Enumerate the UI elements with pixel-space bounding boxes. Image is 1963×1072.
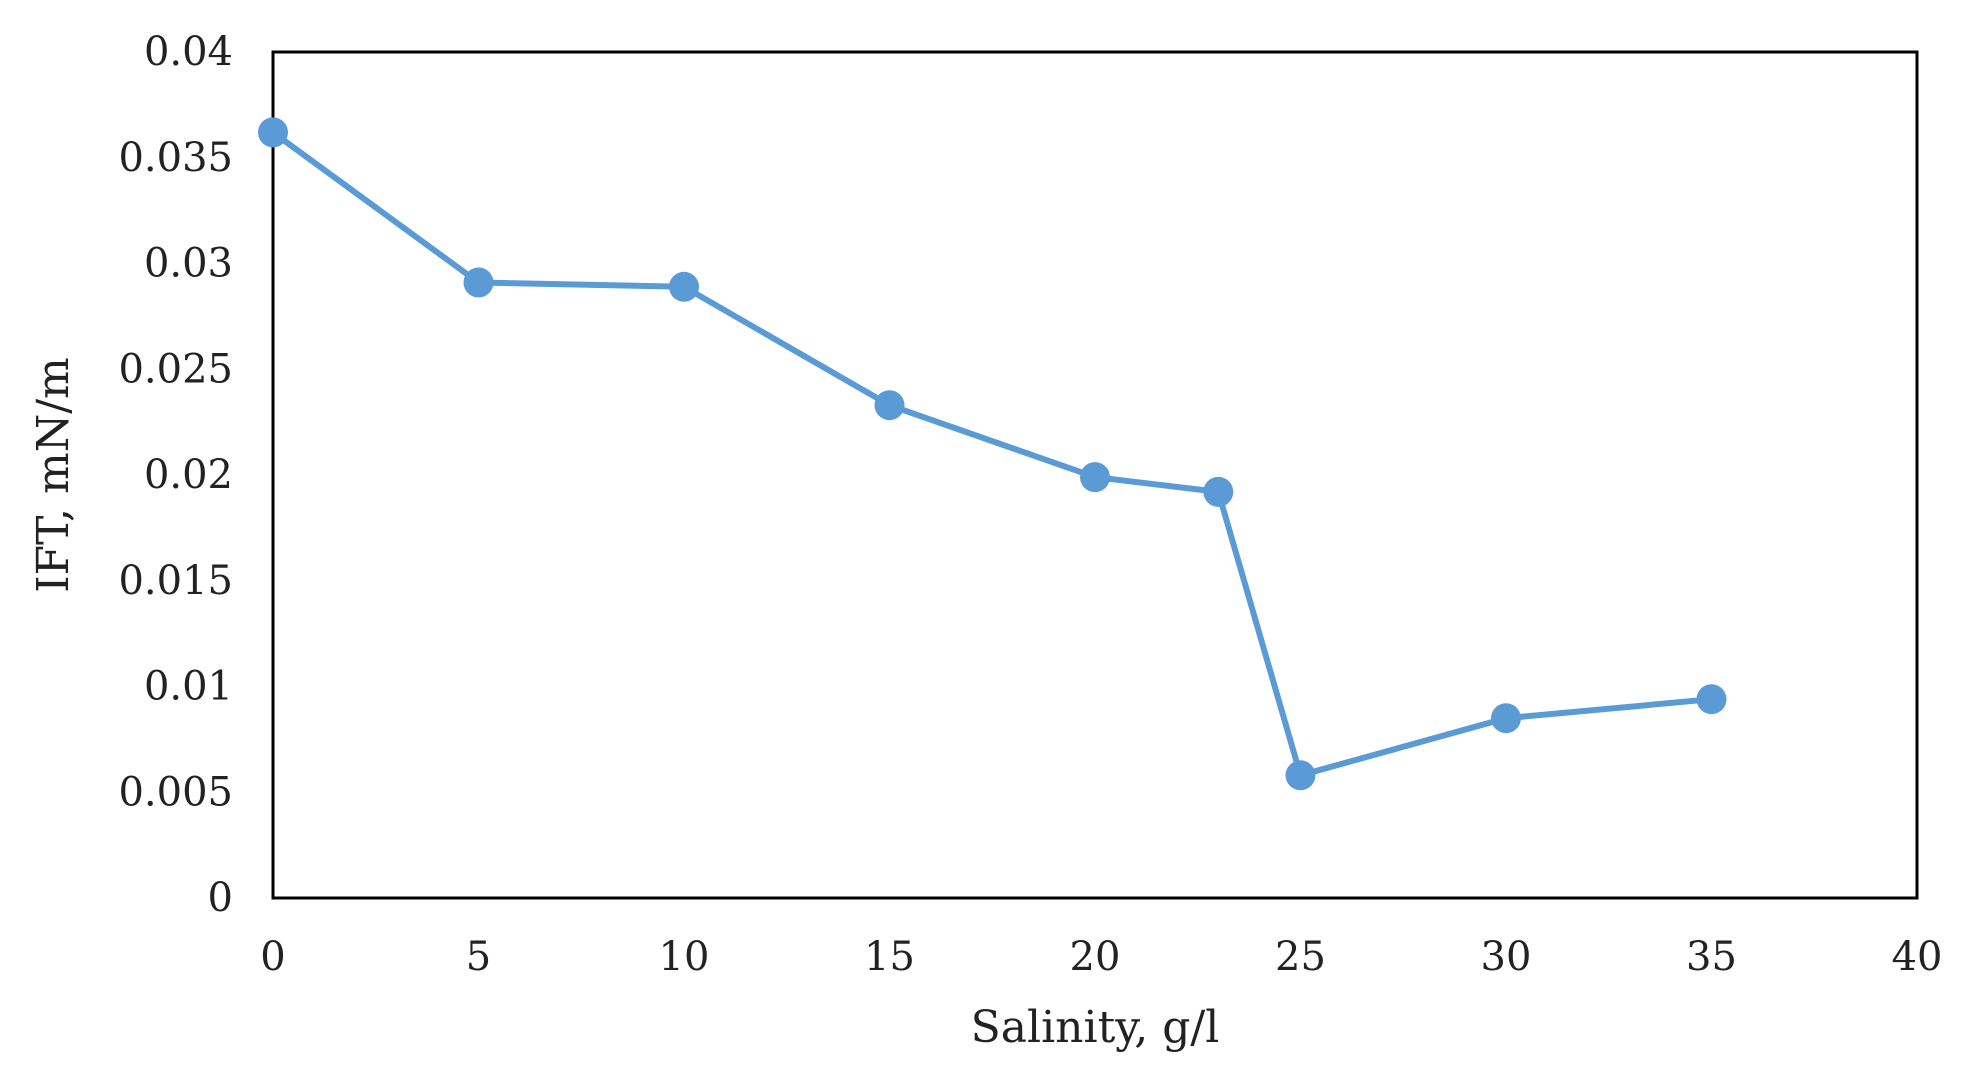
x-tick-label: 0 xyxy=(260,934,285,980)
y-tick-label: 0.02 xyxy=(144,452,233,498)
data-point-marker xyxy=(463,267,494,298)
y-tick-label: 0.025 xyxy=(118,346,233,392)
y-axis-ticks: 0 0.005 0.01 0.015 0.02 0.025 0.03 0.035 0.04 xyxy=(118,29,233,921)
y-tick-label: 0.035 xyxy=(118,135,233,181)
y-tick-label: 0 xyxy=(208,875,233,921)
x-tick-label: 40 xyxy=(1892,934,1943,980)
y-tick-label: 0.01 xyxy=(144,664,233,710)
x-axis-ticks: 0 5 10 15 20 25 30 35 40 xyxy=(260,934,1942,980)
x-tick-label: 20 xyxy=(1070,934,1121,980)
plot-area-frame xyxy=(271,50,1919,900)
y-tick-label: 0.015 xyxy=(118,558,233,604)
x-tick-label: 30 xyxy=(1481,934,1532,980)
y-tick-label: 0.03 xyxy=(144,241,233,287)
x-tick-label: 25 xyxy=(1275,934,1326,980)
x-axis-title: Salinity, g/l xyxy=(971,1002,1220,1053)
data-point-marker xyxy=(874,390,905,421)
series-layer xyxy=(258,117,1727,791)
data-point-marker xyxy=(1203,476,1234,507)
data-point-marker xyxy=(258,117,288,148)
x-tick-label: 15 xyxy=(864,934,915,980)
x-tick-label: 5 xyxy=(466,934,491,980)
data-point-marker xyxy=(1491,703,1521,734)
series-line xyxy=(270,129,1715,779)
data-point-marker xyxy=(1285,760,1316,791)
x-tick-label: 35 xyxy=(1686,934,1737,980)
y-tick-label: 0.005 xyxy=(118,769,233,815)
y-axis-title: IFT, mN/m xyxy=(28,357,79,593)
data-point-marker xyxy=(1080,462,1110,493)
y-tick-label: 0.04 xyxy=(144,29,233,75)
data-point-marker xyxy=(1696,684,1727,715)
data-point-marker xyxy=(669,271,699,302)
x-tick-label: 10 xyxy=(659,934,710,980)
